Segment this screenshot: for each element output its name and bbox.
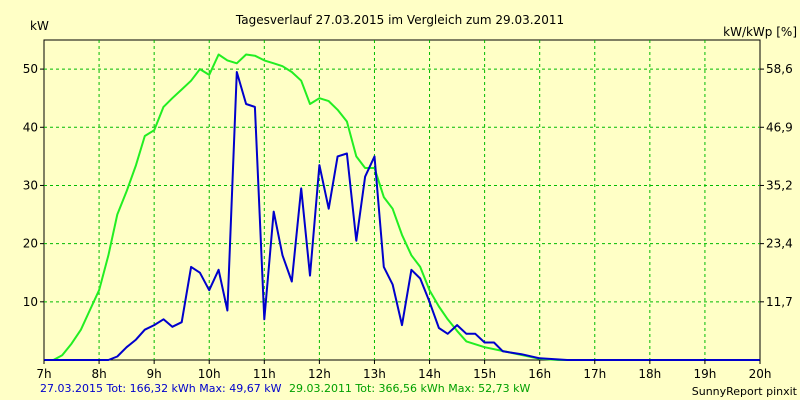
series-line-2 (44, 53, 760, 361)
legend-entry-series-1: 27.03.2015 Tot: 166,32 kWh Max: 49,67 kW (40, 382, 282, 395)
x-tick-label: 19h (693, 367, 716, 381)
y-left-tick-label: 30 (23, 178, 38, 192)
y-left-tick-label: 50 (23, 62, 38, 76)
x-tick-label: 9h (147, 367, 162, 381)
legend: 27.03.2015 Tot: 166,32 kWh Max: 49,67 kW… (40, 382, 531, 395)
legend-entry-series-2: 29.03.2011 Tot: 366,56 kWh Max: 52,73 kW (289, 382, 531, 395)
y-right-tick-label: 58,6 (766, 62, 793, 76)
x-tick-label: 16h (528, 367, 551, 381)
grid (44, 40, 760, 360)
x-tick-label: 10h (198, 367, 221, 381)
y-right-tick-label: 11,7 (766, 295, 793, 309)
x-tick-label: 13h (363, 367, 386, 381)
y-left-tick-label: 40 (23, 120, 38, 134)
y-left-tick-label: 10 (23, 295, 38, 309)
chart-title: Tagesverlauf 27.03.2015 im Vergleich zum… (235, 13, 564, 27)
y-left-tick-label: 20 (23, 237, 38, 251)
series-group (44, 53, 760, 361)
axis-ticks: 7h 8h 9h 10h 11h 12h 13h 14h 15h 16h 17h 18h 19h 20h 1… (23, 62, 793, 381)
x-tick-label: 20h (749, 367, 772, 381)
plot-area (43, 39, 761, 361)
x-tick-label: 14h (418, 367, 441, 381)
x-tick-label: 18h (638, 367, 661, 381)
x-tick-label: 8h (91, 367, 106, 381)
y-right-tick-label: 35,2 (766, 178, 793, 192)
footer-credit: SunnyReport pinxit (692, 385, 798, 398)
y-right-tick-label: 46,9 (766, 120, 793, 134)
x-tick-label: 12h (308, 367, 331, 381)
right-axis-label: kW/kWp [%] (723, 25, 797, 39)
x-tick-label: 17h (583, 367, 606, 381)
x-tick-label: 11h (253, 367, 276, 381)
y-right-tick-label: 23,4 (766, 237, 793, 251)
series-line-1 (44, 71, 760, 361)
x-tick-label: 7h (36, 367, 51, 381)
x-tick-label: 15h (473, 367, 496, 381)
left-axis-label: kW (30, 19, 49, 33)
